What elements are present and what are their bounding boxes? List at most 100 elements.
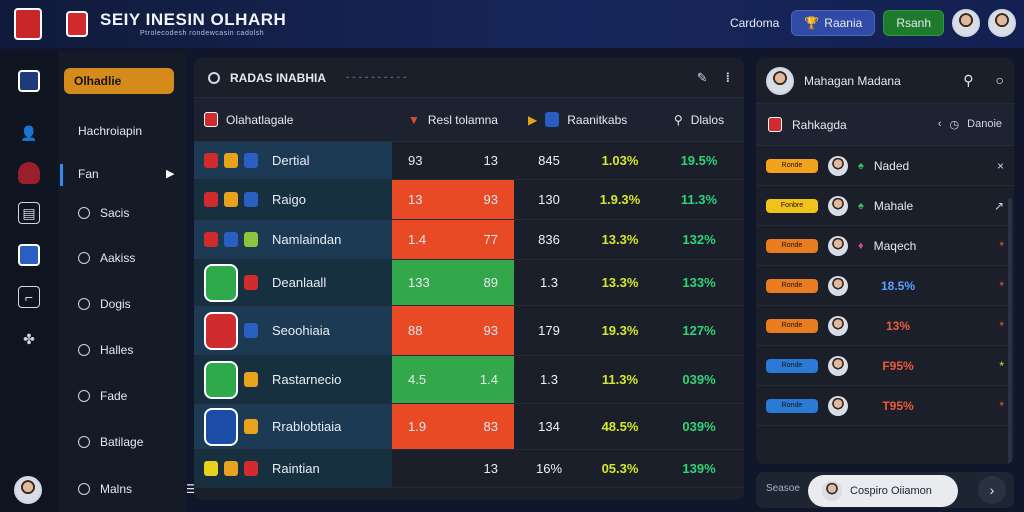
list-item[interactable]: Ronde ♠ Naded × bbox=[756, 146, 1014, 186]
table-row[interactable]: Dertial 93 13 845 1.03% 19.5% bbox=[194, 142, 744, 180]
small-crest-icon bbox=[224, 461, 238, 476]
sidebar-item[interactable]: Batilage bbox=[78, 435, 143, 449]
panel-title: RADAS INABHIA bbox=[230, 70, 326, 85]
star-icon[interactable]: * bbox=[999, 318, 1004, 333]
list-item[interactable]: Ronde T95% * bbox=[756, 386, 1014, 426]
search-icon[interactable]: ⚲ bbox=[963, 72, 974, 88]
avatar[interactable] bbox=[952, 9, 980, 37]
list-item-label: Naded bbox=[873, 158, 910, 173]
small-crest-icon bbox=[244, 323, 258, 338]
puzzle-icon[interactable]: ✤ bbox=[23, 330, 35, 347]
sidebar-item[interactable]: Malns ☰ bbox=[78, 482, 197, 496]
avatar bbox=[828, 155, 848, 176]
team-cell: Seoohiaia bbox=[194, 306, 392, 355]
more-icon[interactable]: ⁞ bbox=[725, 69, 730, 85]
star-icon[interactable]: * bbox=[999, 238, 1004, 253]
status-badge: Ronde bbox=[766, 278, 818, 293]
trophy-icon: 🏆 bbox=[804, 16, 820, 30]
secondary-button[interactable]: Rsanh bbox=[883, 10, 944, 36]
next-button[interactable]: › bbox=[978, 476, 1006, 504]
col-team[interactable]: Olahatlagale bbox=[194, 112, 392, 127]
circle-icon[interactable]: ○ bbox=[995, 72, 1004, 88]
sidebar-item[interactable]: Halles bbox=[78, 343, 133, 357]
circle-icon bbox=[208, 71, 220, 84]
table-row[interactable]: Rastarnecio 4.5 1.4 1.3 11.3% 039% bbox=[194, 356, 744, 404]
stats-icon[interactable]: ⌐ bbox=[18, 286, 40, 308]
primary-button-label: Raania bbox=[824, 16, 863, 30]
team-crest-icon bbox=[204, 311, 238, 350]
sidebar-item-label: Hachroiapin bbox=[78, 124, 143, 138]
list-item[interactable]: Ronde 18.5% * bbox=[756, 266, 1014, 306]
table-row[interactable]: Namlaindan 1.4 77 836 13.3% 132% bbox=[194, 220, 744, 260]
col-score[interactable]: ▼ Resl tolamna bbox=[392, 113, 514, 127]
header-link[interactable]: Cardoma bbox=[729, 16, 780, 30]
list-item[interactable]: Ronde ♦ Maqech * bbox=[756, 226, 1014, 266]
arrow-icon[interactable]: ↗ bbox=[993, 198, 1004, 213]
score-cell: 93 13 bbox=[392, 142, 514, 179]
score-away: 77 bbox=[483, 232, 498, 247]
table-row[interactable]: Raigo 13 93 130 1.9.3% 11.3% bbox=[194, 180, 744, 220]
sort-control[interactable]: ‹ ◷ Danoie bbox=[938, 118, 1002, 131]
list-item[interactable]: Fonbre ♠ Mahale ↗ bbox=[756, 186, 1014, 226]
small-crest-icon bbox=[224, 232, 238, 247]
score-home: 88 bbox=[408, 323, 423, 338]
avatar[interactable] bbox=[14, 476, 42, 504]
table-row[interactable]: Seoohiaia 88 93 179 19.3% 127% bbox=[194, 306, 744, 356]
chevron-right-icon: › bbox=[989, 482, 995, 498]
list-item-label: Maqech bbox=[873, 238, 917, 253]
sidebar-item[interactable]: Hachroiapin bbox=[78, 124, 142, 138]
small-crest-icon bbox=[204, 461, 218, 476]
sidebar-item[interactable]: Sacis bbox=[78, 206, 129, 220]
team-name: Seoohiaia bbox=[272, 323, 330, 338]
list-item[interactable]: Ronde 13% * bbox=[756, 306, 1014, 346]
star-icon[interactable]: * bbox=[999, 278, 1004, 293]
stat-number: 845 bbox=[538, 153, 560, 168]
calendar-icon[interactable]: ▤ bbox=[18, 202, 40, 224]
avatar[interactable] bbox=[766, 66, 794, 95]
table-row[interactable]: Deanlaall 133 89 1.3 13.3% 133% bbox=[194, 260, 744, 306]
avatar[interactable] bbox=[988, 9, 1016, 37]
scrollbar[interactable] bbox=[1008, 198, 1012, 464]
table-row[interactable]: Raintian 13 16% 05.3% 139% bbox=[194, 450, 744, 488]
small-crest-icon bbox=[224, 192, 238, 207]
edit-icon[interactable]: ✎ bbox=[696, 69, 708, 85]
flag-icon: ♦ bbox=[858, 239, 864, 252]
stat-number: 130 bbox=[538, 192, 560, 207]
score-away: 93 bbox=[483, 192, 498, 207]
small-crest-icon bbox=[244, 419, 258, 434]
close-icon[interactable]: × bbox=[996, 158, 1004, 173]
crest-icon[interactable] bbox=[18, 244, 40, 266]
stat-percent: 19.3% bbox=[601, 323, 639, 338]
list-item[interactable]: Ronde F95% * bbox=[756, 346, 1014, 386]
small-crest-icon bbox=[244, 232, 258, 247]
coach-pill-label: Cospiro Oiiamon bbox=[850, 485, 932, 497]
shield-icon[interactable] bbox=[18, 70, 40, 92]
play-icon: ▶ bbox=[528, 112, 538, 127]
badge-icon[interactable] bbox=[18, 162, 40, 184]
col-stats[interactable]: ▶ Raanitkabs bbox=[514, 112, 656, 127]
primary-button[interactable]: 🏆 Raania bbox=[791, 10, 876, 36]
coach-pill[interactable]: Cospiro Oiiamon bbox=[808, 475, 958, 507]
active-menu-pill[interactable]: Olhadlie bbox=[64, 68, 174, 94]
star-icon[interactable]: * bbox=[999, 398, 1004, 413]
club-crest-icon[interactable] bbox=[14, 8, 42, 40]
status-badge: Fonbre bbox=[766, 198, 818, 213]
sidebar-item[interactable]: Dogis bbox=[78, 297, 131, 311]
selection-indicator bbox=[60, 164, 63, 186]
stat-number: 836 bbox=[538, 232, 560, 247]
sidebar-item[interactable]: Aakiss bbox=[78, 251, 135, 265]
sidebar-item[interactable]: Fan bbox=[78, 167, 99, 181]
person-icon[interactable]: 👤 bbox=[20, 124, 38, 141]
table-header: Olahatlagale ▼ Resl tolamna ▶ Raanitkabs… bbox=[194, 98, 744, 142]
score-away: 13 bbox=[483, 461, 498, 476]
stat-percent: 1.9.3% bbox=[599, 192, 641, 207]
stat-number: 134 bbox=[538, 419, 560, 434]
manager-header: Mahagan Madana ⚲ ○ bbox=[756, 58, 1014, 104]
sidebar-item[interactable]: Fade bbox=[78, 389, 127, 403]
team-cell: Rrablobtiaia bbox=[194, 404, 392, 449]
stat-number: 1.3 bbox=[539, 372, 559, 387]
pen-icon bbox=[78, 344, 90, 356]
col-extra[interactable]: ⚲ Dlalos bbox=[656, 113, 742, 127]
star-icon[interactable]: * bbox=[999, 358, 1004, 373]
table-row[interactable]: Rrablobtiaia 1.9 83 134 48.5% 039% bbox=[194, 404, 744, 450]
